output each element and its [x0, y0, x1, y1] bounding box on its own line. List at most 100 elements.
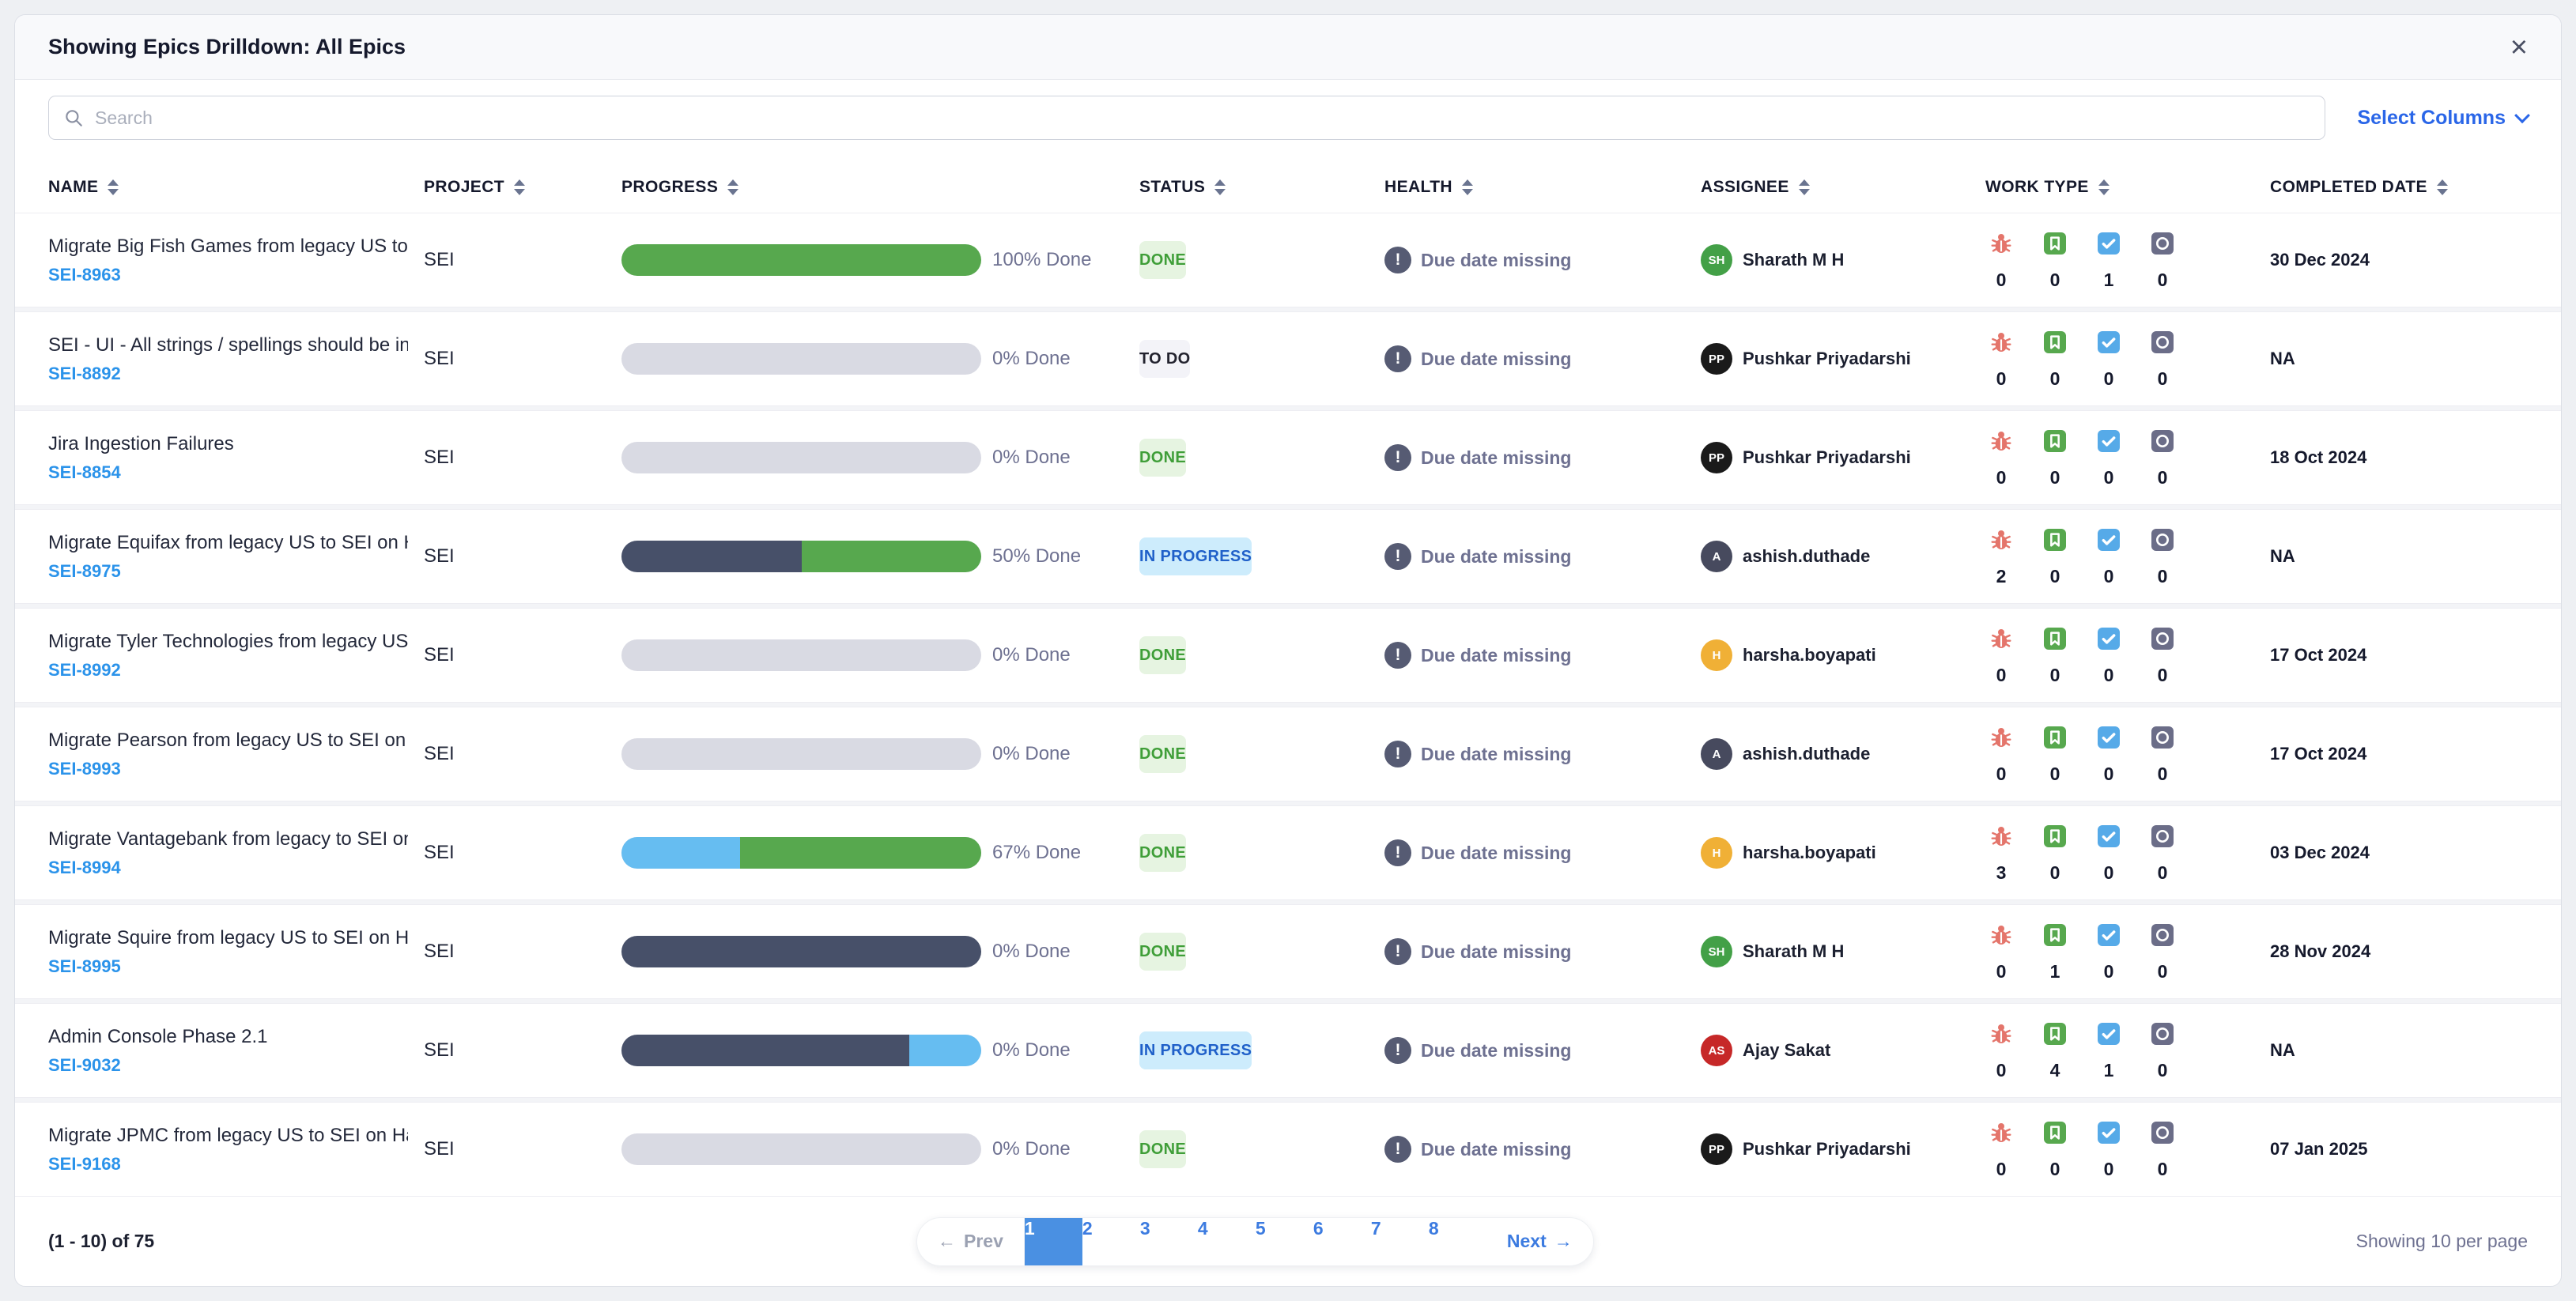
work-type-col-other: 0: [2147, 625, 2178, 686]
work-type-count: 0: [2103, 862, 2114, 883]
sort-icon[interactable]: [2098, 179, 2110, 195]
work-type-count: 0: [2157, 960, 2168, 982]
next-page-button[interactable]: Next →: [1506, 1231, 1573, 1251]
work-type-count: 0: [2049, 565, 2060, 586]
health-label: Due date missing: [1421, 842, 1572, 863]
bug-icon: [1988, 724, 2015, 751]
page-button[interactable]: 4: [1197, 1217, 1208, 1239]
table-row: Migrate Equifax from legacy US to SEI on…: [15, 509, 2561, 604]
work-type-count: 0: [1996, 1059, 2007, 1080]
table-row: Jira Ingestion Failures SEI-8854 SEI 0% …: [15, 410, 2561, 505]
work-type-col-bug: 0: [1985, 1020, 2017, 1081]
project-cell: SEI: [424, 249, 455, 270]
table-row: Migrate JPMC from legacy US to SEI on Ha…: [15, 1102, 2561, 1197]
sort-icon[interactable]: [514, 179, 525, 195]
work-type-col-story: 0: [2039, 230, 2071, 291]
story-icon: [2042, 1020, 2068, 1047]
epic-key[interactable]: SEI-8975: [48, 560, 121, 581]
project-cell: SEI: [424, 1138, 455, 1160]
work-type-count: 0: [2049, 368, 2060, 389]
work-type-count: 0: [2157, 368, 2168, 389]
work-type-count: 0: [1996, 664, 2007, 685]
task-icon: [2095, 823, 2122, 850]
epic-name: Migrate Big Fish Games from legacy US to…: [48, 235, 408, 257]
page-button[interactable]: 5: [1255, 1217, 1266, 1239]
progress-cell: 0% Done: [621, 1133, 1139, 1165]
sort-icon[interactable]: [2436, 179, 2448, 195]
other-icon: [2149, 1119, 2176, 1146]
epic-key[interactable]: SEI-8963: [48, 264, 121, 285]
assignee-cell: PP Pushkar Priyadarshi: [1701, 343, 1985, 375]
prev-arrow-icon: ←: [938, 1231, 956, 1251]
page-button[interactable]: 2: [1082, 1217, 1093, 1239]
work-type-count: 0: [2157, 862, 2168, 883]
progress-track: [621, 1133, 981, 1165]
work-type-count: 1: [2103, 1059, 2114, 1080]
progress-cell: 50% Done: [621, 541, 1139, 572]
page-button[interactable]: 7: [1370, 1217, 1381, 1239]
work-type-col-bug: 0: [1985, 625, 2017, 686]
epic-key[interactable]: SEI-9032: [48, 1054, 121, 1075]
sort-icon[interactable]: [727, 179, 739, 195]
table-row: SEI - UI - All strings / spellings shoul…: [15, 311, 2561, 406]
page-button[interactable]: 1: [1024, 1217, 1082, 1265]
warning-icon: !: [1384, 247, 1411, 273]
health-label: Due date missing: [1421, 249, 1572, 270]
bug-icon: [1988, 526, 2015, 553]
warning-icon: !: [1384, 1136, 1411, 1163]
work-type-count: 0: [2157, 269, 2168, 290]
page-button[interactable]: 8: [1428, 1217, 1439, 1239]
epic-key[interactable]: SEI-8854: [48, 462, 121, 482]
epic-key[interactable]: SEI-8995: [48, 956, 121, 976]
completed-date-cell: 28 Nov 2024: [2270, 941, 2371, 961]
bug-icon: [1988, 1119, 2015, 1146]
column-header-project: PROJECT: [424, 178, 621, 197]
work-type-count: 0: [2157, 1059, 2168, 1080]
work-type-count: 1: [2103, 269, 2114, 290]
work-type-count: 0: [2103, 368, 2114, 389]
warning-icon: !: [1384, 1037, 1411, 1064]
column-header-status: STATUS: [1139, 178, 1384, 197]
search-input[interactable]: [95, 107, 2311, 129]
page-button[interactable]: 3: [1139, 1217, 1150, 1239]
epic-key[interactable]: SEI-9168: [48, 1153, 121, 1174]
sort-icon[interactable]: [1798, 179, 1810, 195]
close-icon[interactable]: ×: [2510, 30, 2528, 64]
sort-icon[interactable]: [108, 179, 119, 195]
search-icon: [63, 107, 84, 128]
work-type-col-other: 0: [2147, 230, 2178, 291]
epic-key[interactable]: SEI-8992: [48, 659, 121, 680]
story-icon: [2042, 526, 2068, 553]
epic-key[interactable]: SEI-8892: [48, 363, 121, 383]
epic-key[interactable]: SEI-8993: [48, 758, 121, 779]
work-type-col-other: 0: [2147, 1119, 2178, 1180]
search-box[interactable]: [48, 96, 2326, 140]
warning-icon: !: [1384, 444, 1411, 471]
work-type-col-task: 0: [2093, 1119, 2125, 1180]
assignee-cell: AS Ajay Sakat: [1701, 1035, 1985, 1066]
table-row: Admin Console Phase 2.1 SEI-9032 SEI 0% …: [15, 1003, 2561, 1098]
bug-icon: [1988, 230, 2015, 257]
name-cell: Migrate JPMC from legacy US to SEI on Ha…: [48, 1125, 424, 1175]
name-cell: Migrate Equifax from legacy US to SEI on…: [48, 532, 424, 582]
sort-icon[interactable]: [1462, 179, 1474, 195]
progress-label: 67% Done: [992, 842, 1082, 863]
task-icon: [2095, 922, 2122, 948]
work-type-count: 0: [2157, 565, 2168, 586]
epic-name: Migrate Equifax from legacy US to SEI on…: [48, 531, 408, 553]
work-type-col-story: 0: [2039, 526, 2071, 587]
completed-date-cell: 17 Oct 2024: [2270, 744, 2367, 764]
work-type-col-task: 0: [2093, 724, 2125, 785]
progress-label: 0% Done: [992, 1138, 1071, 1160]
epic-key[interactable]: SEI-8994: [48, 857, 121, 877]
assignee-name: ashish.duthade: [1743, 744, 1871, 764]
select-columns-button[interactable]: Select Columns: [2357, 107, 2530, 130]
work-type-count: 0: [2049, 763, 2060, 784]
page-button[interactable]: 6: [1313, 1217, 1324, 1239]
prev-page-button[interactable]: ← Prev: [917, 1217, 1025, 1265]
progress-label: 0% Done: [992, 941, 1071, 962]
task-icon: [2095, 1020, 2122, 1047]
sort-icon[interactable]: [1214, 179, 1226, 195]
